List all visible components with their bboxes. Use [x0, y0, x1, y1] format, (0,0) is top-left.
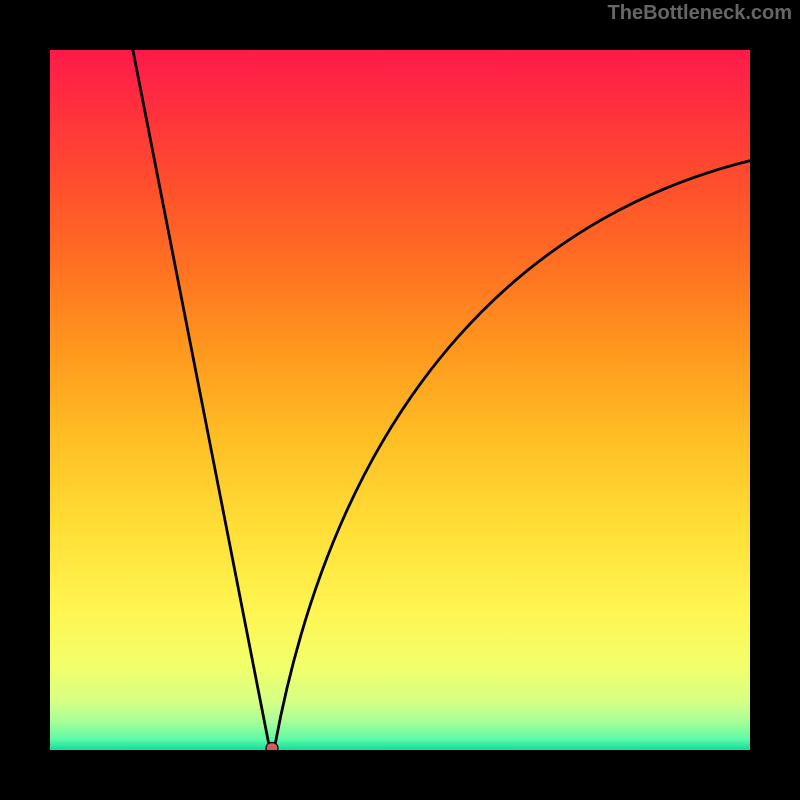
chart-container: TheBottleneck.com	[0, 0, 800, 800]
bottleneck-chart	[0, 0, 800, 800]
plot-background	[50, 50, 750, 750]
watermark-text: TheBottleneck.com	[608, 2, 792, 25]
